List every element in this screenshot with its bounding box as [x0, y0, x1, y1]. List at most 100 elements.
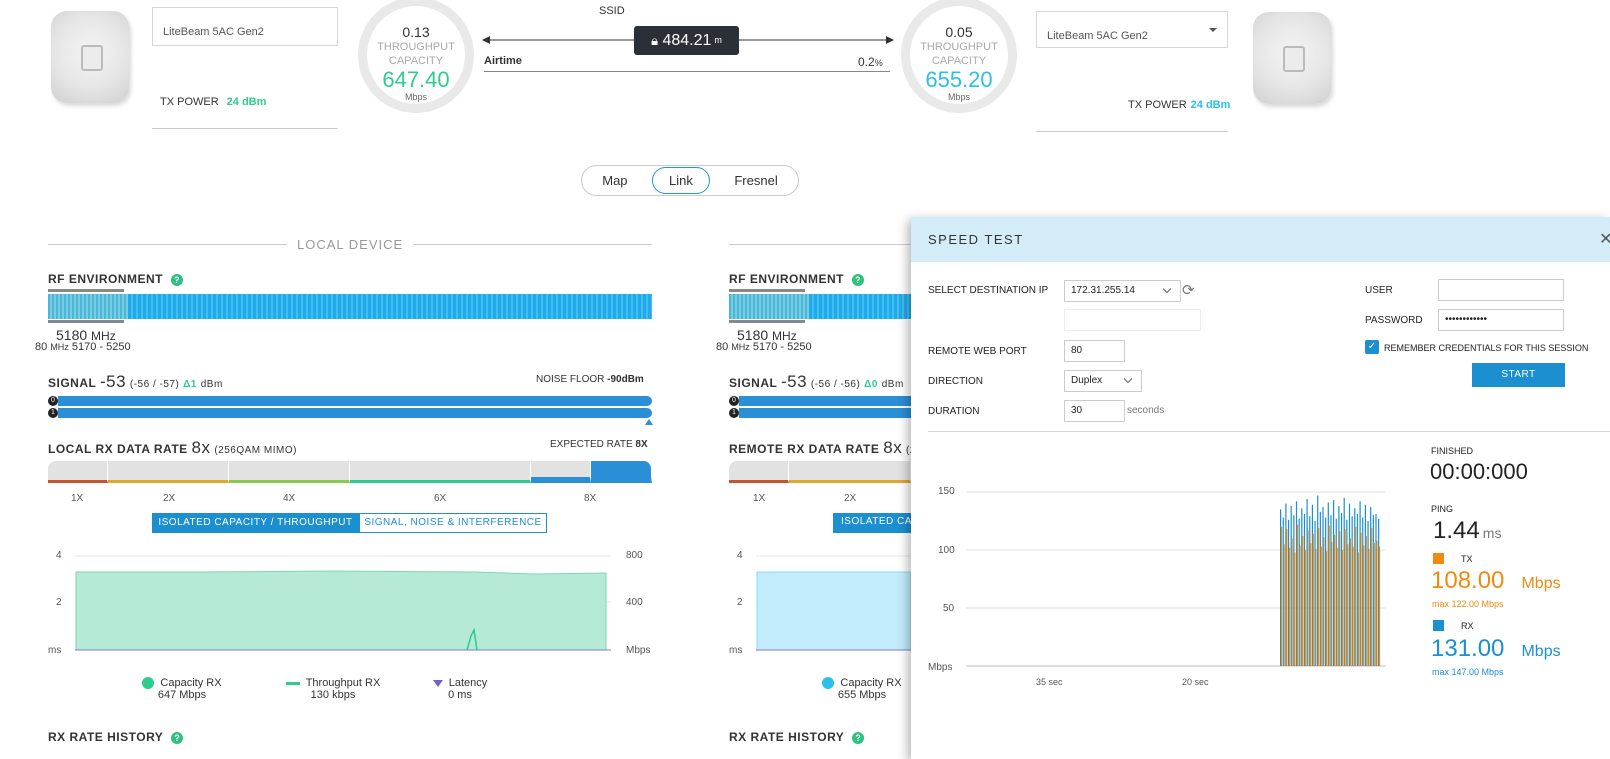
- bar-tx-19: [1331, 541, 1333, 666]
- ping-label: PING: [1431, 504, 1454, 514]
- local-chart-rtick-400: 400: [626, 597, 643, 608]
- remote-capacity-gauge: 0.05 THROUGHPUT CAPACITY 655.20 Mbps: [901, 0, 1017, 113]
- remote-rf-spectrum[interactable]: [729, 294, 911, 319]
- local-device-name-field[interactable]: LiteBeam 5AC Gen2: [152, 7, 338, 46]
- chevron-down-icon: [1162, 284, 1172, 294]
- speed-test-header: SPEED TEST ✕: [911, 217, 1610, 262]
- bar-rx-32: [1364, 504, 1366, 666]
- speed-test-title: SPEED TEST: [928, 232, 1024, 247]
- bar-tx-10: [1307, 530, 1309, 666]
- help-icon[interactable]: ?: [171, 731, 184, 744]
- remote-device-select[interactable]: LiteBeam 5AC Gen2: [1036, 11, 1228, 48]
- rate-cell-8x-active: [591, 461, 652, 483]
- bar-tx-34: [1371, 527, 1373, 666]
- direction-select[interactable]: Duplex: [1064, 370, 1142, 392]
- tab-link[interactable]: Link: [652, 167, 710, 194]
- help-icon[interactable]: ?: [171, 273, 183, 286]
- st-ytick-50: 50: [943, 603, 955, 614]
- legend-capacity-rx: Capacity RX 647 Mbps: [132, 677, 232, 701]
- bar-rx-14: [1317, 495, 1319, 666]
- bar-rx-34: [1370, 507, 1372, 666]
- remote-rx-history-title: RX RATE HISTORY?: [729, 730, 865, 744]
- port-input[interactable]: 80: [1064, 340, 1125, 362]
- airtime-label: Airtime: [484, 55, 522, 67]
- bar-rx-1: [1282, 517, 1284, 666]
- bar-rx-6: [1295, 501, 1298, 666]
- finished-label: FINISHED: [1431, 446, 1474, 456]
- user-input[interactable]: [1438, 279, 1564, 301]
- bar-tx-17: [1325, 551, 1328, 666]
- bar-tx-29: [1357, 552, 1359, 666]
- st-ytick-100: 100: [938, 545, 955, 556]
- capacity-dot-icon: [142, 677, 155, 690]
- remote-signal: SIGNAL -53 (-56 / -56) Δ0 dBm: [729, 372, 904, 391]
- start-button[interactable]: START: [1472, 363, 1565, 387]
- bar-tx-7: [1299, 545, 1301, 666]
- bar-rx-24: [1343, 497, 1345, 666]
- bar-rx-15: [1319, 511, 1321, 666]
- remote-rate-tick-1x: 1X: [753, 493, 766, 504]
- lock-icon: 🔒︎: [651, 33, 659, 48]
- bar-rx-19: [1330, 515, 1332, 666]
- tab-map[interactable]: Map: [602, 173, 628, 188]
- remote-legend-capacity-rx: Capacity RX 655 Mbps: [813, 677, 911, 701]
- bar-rx-13: [1314, 521, 1316, 666]
- bar-rx-11: [1309, 516, 1311, 666]
- bar-tx-9: [1304, 550, 1306, 666]
- bar-rx-17: [1325, 517, 1327, 666]
- rate-tick-2x: 2X: [163, 493, 176, 504]
- help-icon[interactable]: ?: [852, 273, 864, 286]
- dest-ip-extra-field[interactable]: [1064, 309, 1201, 331]
- rate-tick-1x: 1X: [71, 493, 84, 504]
- bar-tx-27: [1352, 546, 1354, 666]
- bar-rx-5: [1293, 515, 1295, 666]
- bar-rx-10: [1306, 498, 1308, 666]
- rx-label: RX: [1461, 621, 1474, 631]
- bar-rx-0: [1280, 509, 1282, 666]
- local-expected-rate: EXPECTED RATE 8X: [550, 439, 648, 450]
- password-input[interactable]: ••••••••••••: [1438, 309, 1564, 331]
- bar-tx-18: [1328, 525, 1330, 666]
- chain0-icon: 0: [48, 396, 58, 406]
- signal-noise-button[interactable]: SIGNAL, NOISE & INTERFERENCE: [359, 513, 547, 533]
- bar-tx-32: [1365, 536, 1367, 666]
- bar-tx-12: [1312, 533, 1314, 666]
- st-ytick-mbps: Mbps: [928, 662, 953, 673]
- st-xtick-35: 35 sec: [1036, 677, 1063, 687]
- help-icon[interactable]: ?: [852, 731, 865, 744]
- local-rf-spectrum[interactable]: [48, 294, 652, 319]
- bar-rx-2: [1285, 503, 1287, 666]
- bar-rx-21: [1335, 518, 1337, 666]
- local-device-image: [51, 11, 129, 103]
- local-section-title: LOCAL DEVICE: [287, 237, 414, 252]
- bar-rx-33: [1367, 521, 1369, 666]
- chain0-icon: 0: [729, 396, 739, 406]
- close-icon[interactable]: ✕: [1599, 231, 1610, 248]
- remote-capacity-chart: [756, 555, 911, 651]
- tab-fresnel[interactable]: Fresnel: [734, 173, 778, 188]
- bar-rx-22: [1338, 505, 1340, 666]
- refresh-icon[interactable]: ⟳: [1182, 282, 1195, 299]
- dest-ip-select[interactable]: 172.31.255.14: [1064, 280, 1181, 302]
- tx-swatch-icon: [1433, 553, 1444, 564]
- remote-rf-env-title: RF ENVIRONMENT?: [729, 272, 864, 286]
- duration-input[interactable]: 30: [1064, 400, 1125, 422]
- isolated-capacity-button[interactable]: ISOLATED CAPACITY / THROUGHPUT: [152, 513, 359, 533]
- bar-rx-3: [1287, 519, 1290, 666]
- remote-rate-cell-2x: [789, 461, 911, 483]
- bar-rx-31: [1362, 517, 1364, 666]
- remember-checkbox[interactable]: ✓: [1365, 340, 1379, 354]
- chain1-icon: 1: [48, 408, 58, 418]
- remote-channel: 80 MHz 5170 - 5250: [716, 341, 812, 353]
- bar-rx-4: [1290, 505, 1292, 666]
- local-chart-rtick-mbps: Mbps: [626, 645, 651, 656]
- bar-rx-18: [1327, 502, 1329, 666]
- bar-rx-20: [1333, 500, 1335, 666]
- noise-marker-icon: [645, 419, 653, 425]
- tx-label: TX: [1461, 554, 1473, 564]
- remote-isolated-capacity-button[interactable]: ISOLATED CA: [833, 513, 911, 533]
- st-ytick-150: 150: [938, 486, 955, 497]
- remote-signal-chain1-bar: [739, 408, 911, 418]
- bar-tx-6: [1296, 524, 1298, 666]
- legend-latency: Latency 0 ms: [420, 677, 500, 701]
